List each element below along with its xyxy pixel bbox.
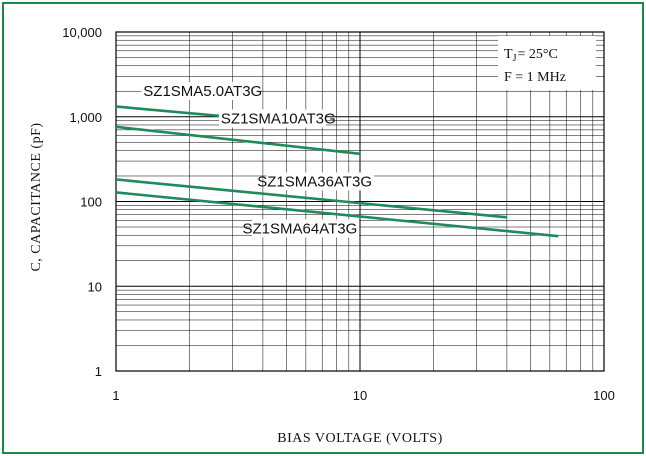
series-line [115, 178, 508, 219]
x-axis-title: BIAS VOLTAGE (VOLTS) [277, 431, 442, 446]
series-label: SZ1SMA36AT3G [257, 173, 372, 190]
conditions-box: TJ= 25°C F = 1 MHz [498, 36, 596, 90]
series-line [115, 125, 361, 156]
y-tick-label: 1 [95, 364, 102, 379]
plot-area-border [115, 31, 605, 372]
series-line [115, 191, 559, 238]
series-label-bg [141, 81, 258, 100]
y-axis-title: C, CAPACITANCE (pF) [29, 122, 44, 271]
series-label-bg [218, 109, 327, 128]
series-label-bg [252, 219, 360, 238]
series-label-bg [266, 172, 374, 191]
y-tick-label: 100 [80, 195, 102, 210]
y-tick-label: 1,000 [69, 110, 102, 125]
junction-temperature-label: TJ= 25°C [504, 47, 558, 64]
x-tick-label: 1 [112, 388, 119, 403]
series-label: SZ1SMA5.0AT3G [143, 83, 262, 100]
x-tick-label: 100 [593, 388, 615, 403]
frequency-label: F = 1 MHz [504, 70, 566, 85]
series-lines [115, 105, 559, 238]
y-tick-label: 10 [88, 279, 102, 294]
x-tick-label: 10 [353, 388, 367, 403]
y-tick-label: 10,000 [62, 25, 102, 40]
tick-labels: 1 10 100 1 10 100 1,000 10,000 [62, 25, 615, 403]
series-labels: SZ1SMA5.0AT3G SZ1SMA10AT3G SZ1SMA36AT3G SZ1… [141, 81, 374, 238]
series-label: SZ1SMA64AT3G [243, 220, 358, 237]
series-label: SZ1SMA10AT3G [221, 110, 336, 127]
